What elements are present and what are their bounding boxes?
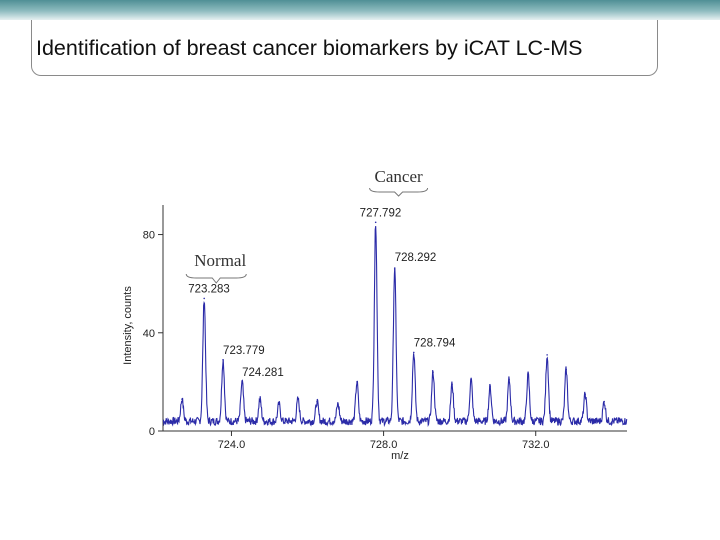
title-frame [31, 20, 658, 76]
slide-title: Identification of breast cancer biomarke… [36, 36, 583, 60]
y-tick-label: 80 [143, 230, 155, 242]
peak-point [259, 398, 261, 400]
x-axis-title: m/z [391, 450, 409, 462]
peak-label: 728.794 [414, 337, 456, 349]
peak-point [203, 297, 205, 300]
peak-label: 723.283 [188, 283, 230, 295]
peak-point [297, 398, 299, 400]
y-tick-label: 40 [143, 328, 155, 340]
peak-point [584, 393, 586, 395]
peak-point [432, 371, 434, 373]
normal-group-label: Normal [194, 251, 246, 270]
peak-point [412, 351, 415, 354]
cancer-group-label: Cancer [375, 167, 423, 186]
peak-point [565, 368, 567, 371]
peak-point [337, 403, 339, 405]
spectrum-trace [162, 226, 628, 428]
cancer-group-brace [369, 187, 429, 197]
peak-point [603, 400, 605, 403]
peak-point [393, 268, 396, 270]
peak-point [489, 386, 491, 388]
peak-label: 723.779 [223, 345, 265, 357]
peak-point [181, 398, 183, 400]
peak-point [451, 383, 453, 386]
slide-header-bar [0, 0, 720, 20]
peak-point [356, 381, 358, 383]
y-axis-title: Intensity, counts [122, 286, 134, 365]
x-tick-label: 732.0 [522, 439, 550, 451]
peak-label: 727.792 [360, 207, 402, 219]
normal-group-brace [185, 273, 247, 284]
x-tick-label: 724.0 [218, 439, 246, 451]
y-tick-label: 0 [149, 426, 155, 438]
peak-label: 724.281 [242, 367, 284, 379]
peak-point [508, 378, 510, 381]
peak-point [527, 373, 529, 376]
peak-point [278, 403, 280, 405]
peak-point [241, 381, 243, 383]
peak-point [546, 354, 548, 356]
peak-label: 728.292 [395, 252, 437, 264]
peak-point [374, 221, 377, 224]
peak-point [222, 358, 224, 361]
peak-point [316, 400, 318, 403]
peak-point [470, 378, 472, 381]
x-tick-label: 728.0 [370, 439, 398, 451]
